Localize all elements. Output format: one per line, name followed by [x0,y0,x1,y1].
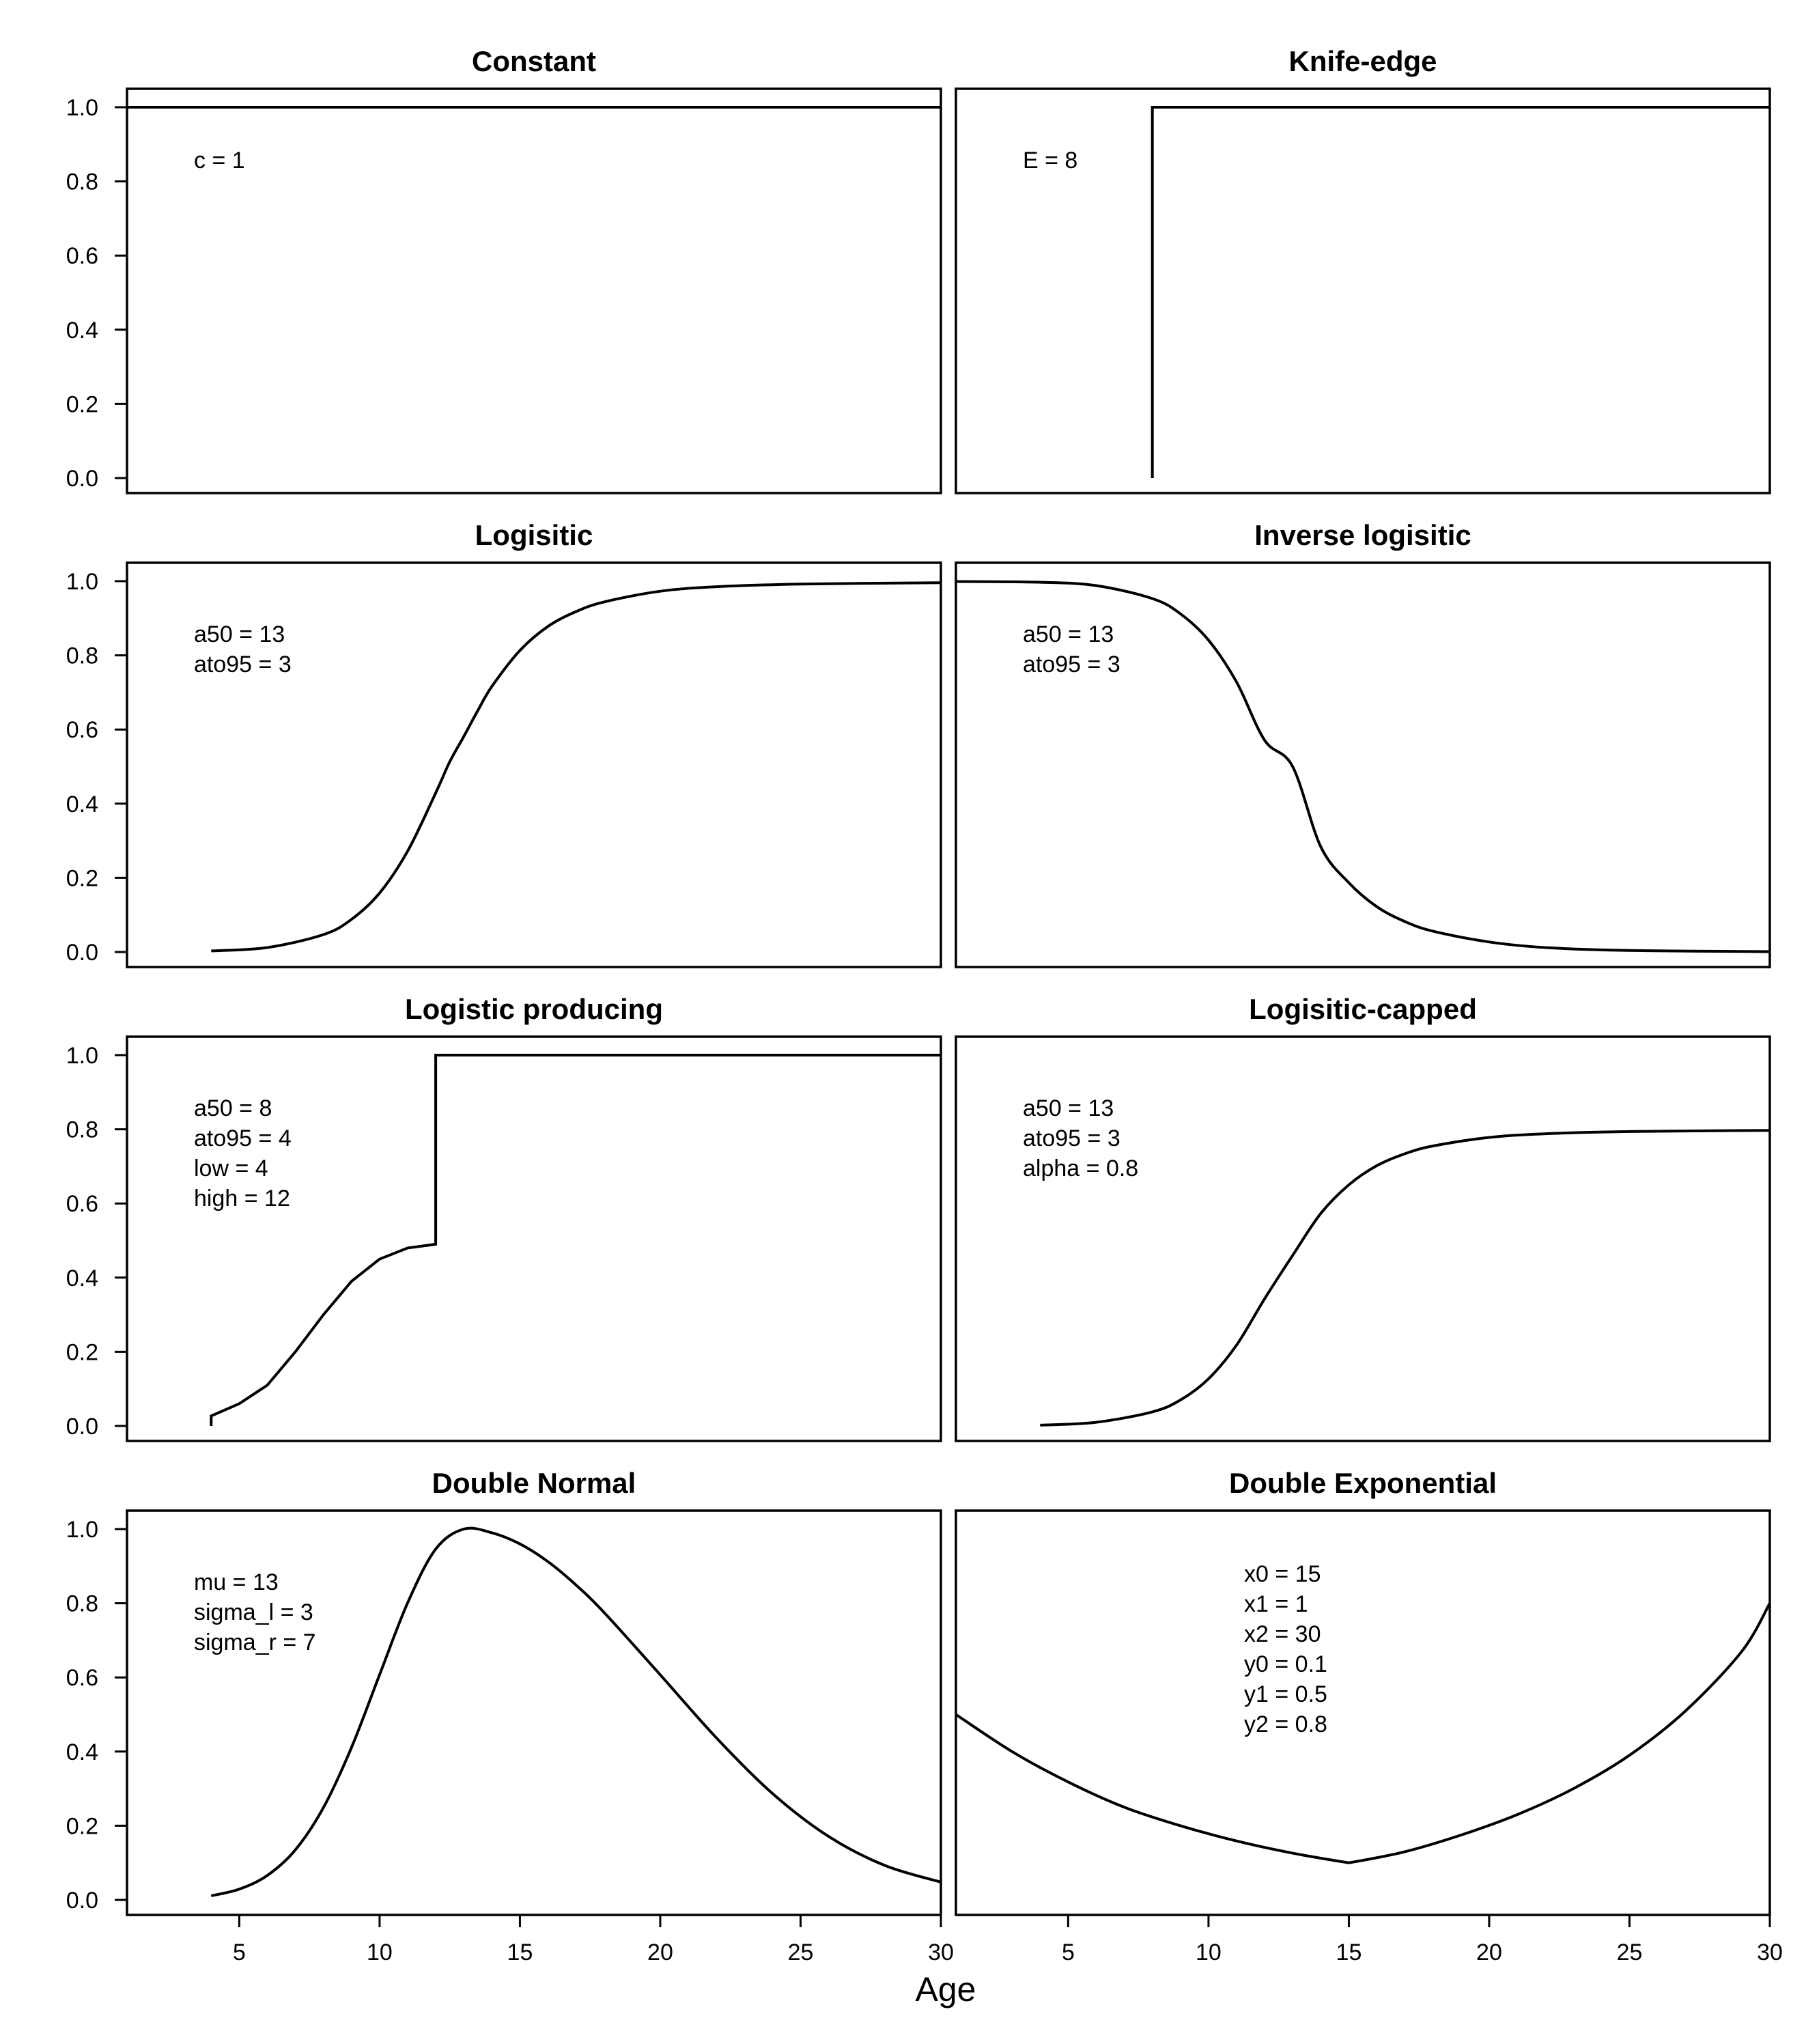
panel-frame [955,1035,1771,1442]
panel-4: Inverse logisitic a50 = 13 ato95 = 3 [955,519,1771,968]
panel-frame [955,1509,1771,1916]
annotation-text: ato95 = 3 [1023,652,1120,677]
x-tick-label: 10 [1196,1940,1222,1965]
y-tick-label: 0.0 [66,940,98,966]
y-tick-label: 1.0 [66,569,98,595]
series-line [955,1602,1771,1864]
x-tick-label: 25 [1617,1940,1643,1965]
panel-title: Logisitic-capped [1249,993,1477,1025]
panel-1: Constant 0.0 0.2 0.4 0.6 0.8 1.0 c = 1 [66,45,942,494]
y-tick-label: 0.0 [66,466,98,492]
annotation-text: c = 1 [194,148,245,173]
annotation-text: sigma_l = 3 [194,1599,313,1625]
x-tick-label: 25 [788,1940,814,1965]
y-tick-label: 0.4 [66,792,98,817]
series-line [1040,1129,1770,1427]
x-tick-label: 30 [1757,1940,1783,1965]
panel-title: Knife-edge [1288,45,1437,77]
x-axis-label: Age [916,1970,976,2008]
panel-title: Constant [472,45,596,77]
y-tick-label: 0.2 [66,1813,98,1839]
y-tick-label: 1.0 [66,95,98,121]
panel-title: Logistic producing [405,993,663,1025]
panel-title: Double Normal [432,1467,636,1499]
panel-frame [955,561,1771,968]
annotation-text: a50 = 13 [194,621,285,647]
annotation-text: a50 = 13 [1023,621,1114,647]
annotation-text: ato95 = 3 [194,652,292,677]
x-tick-label: 20 [647,1940,673,1965]
annotation-text: x2 = 30 [1244,1621,1321,1647]
annotation-text: x0 = 15 [1244,1561,1321,1587]
panel-title: Double Exponential [1229,1467,1497,1499]
annotation-text: alpha = 0.8 [1023,1156,1138,1181]
x-tick-label: 30 [928,1940,954,1965]
panel-7: Double Normal 0.0 0.2 0.4 0.6 0.8 1.0 5 10 15 20 25… [66,1467,954,1965]
panel-5: Logistic producing 0.0 0.2 0.4 0.6 0.8 1.0 a50 … [66,993,942,1442]
annotation-text: a50 = 13 [1023,1095,1114,1121]
panel-6: Logisitic-capped a50 = 13 ato95 = 3 alpha =… [955,993,1771,1442]
y-tick-label: 0.0 [66,1414,98,1440]
y-tick-label: 0.4 [66,1739,98,1765]
y-tick-label: 0.6 [66,243,98,269]
y-tick-label: 0.8 [66,643,98,669]
y-tick-label: 0.2 [66,391,98,417]
panel-title: Inverse logisitic [1254,519,1471,551]
panel-frame [126,1509,942,1916]
panel-frame [955,87,1771,494]
y-tick-label: 0.4 [66,1265,98,1291]
annotation-text: mu = 13 [194,1569,279,1595]
series-line [210,1054,941,1426]
y-tick-label: 0.6 [66,1665,98,1691]
annotation-text: low = 4 [194,1156,268,1181]
x-tick-label: 15 [1336,1940,1362,1965]
annotation-text: y1 = 0.5 [1244,1681,1327,1707]
series-line [211,581,942,953]
y-tick-label: 0.8 [66,1117,98,1143]
y-tick-label: 0.6 [66,717,98,743]
panel-3: Logisitic 0.0 0.2 0.4 0.6 0.8 1.0 a50 = 13 ato95… [66,519,942,968]
annotation-text: sigma_r = 7 [194,1629,316,1655]
y-tick-label: 0.2 [66,865,98,891]
panel-frame [126,87,942,494]
x-tick-label: 5 [1062,1940,1075,1965]
y-tick-label: 0.6 [66,1191,98,1217]
annotation-text: high = 12 [194,1186,290,1212]
annotation-text: x1 = 1 [1244,1591,1308,1617]
annotation-text: ato95 = 3 [1023,1125,1120,1151]
y-tick-label: 1.0 [66,1043,98,1069]
y-tick-label: 0.0 [66,1888,98,1914]
annotation-text: y0 = 0.1 [1244,1651,1327,1677]
series-line [210,1526,942,1897]
y-tick-label: 0.2 [66,1339,98,1365]
annotation-text: E = 8 [1023,148,1077,173]
x-tick-label: 20 [1476,1940,1502,1965]
series-line [1151,106,1770,478]
panel-2: Knife-edge E = 8 [955,45,1771,494]
y-tick-label: 0.8 [66,1591,98,1617]
annotation-text: ato95 = 4 [194,1125,292,1151]
y-tick-label: 1.0 [66,1517,98,1543]
panel-frame [126,561,942,968]
annotation-text: a50 = 8 [194,1095,272,1121]
panel-frame [126,1035,942,1442]
y-tick-label: 0.4 [66,318,98,344]
panel-8: Double Exponential 5 10 15 20 25 30 x0 = 15 x1 =… [955,1467,1783,1965]
x-tick-label: 10 [367,1940,393,1965]
panel-title: Logisitic [475,519,593,551]
annotation-text: y2 = 0.8 [1244,1711,1327,1737]
series-line [955,580,1770,953]
y-tick-label: 0.8 [66,169,98,195]
x-tick-label: 5 [233,1940,246,1965]
x-tick-label: 15 [507,1940,533,1965]
